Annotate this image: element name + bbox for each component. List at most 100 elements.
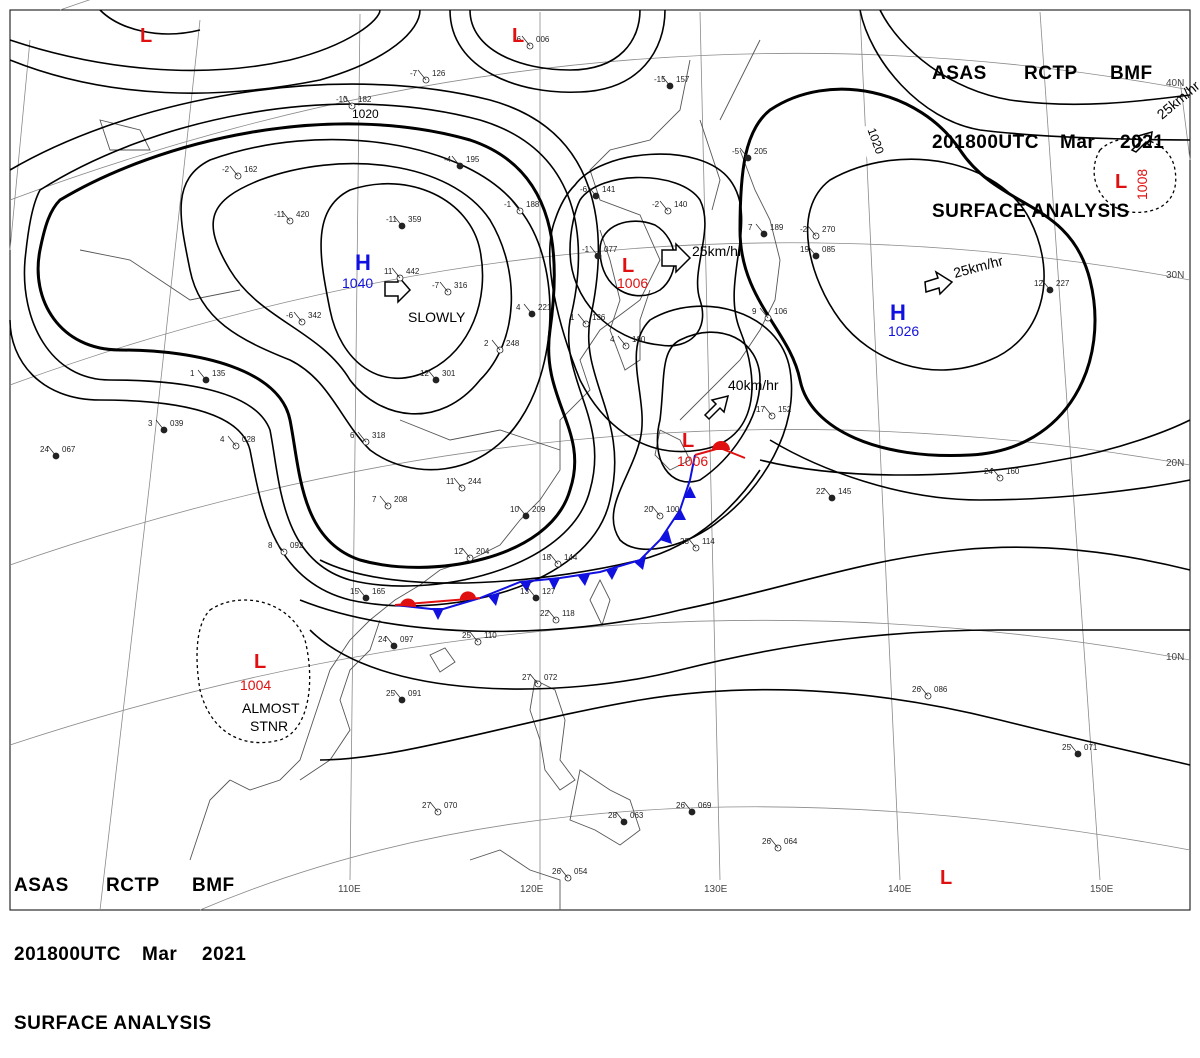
- station-temp: 4: [610, 335, 615, 344]
- footer-line-3: SURFACE ANALYSIS: [14, 1012, 246, 1035]
- station-temp: -6: [514, 35, 522, 44]
- coast-kamchatka: [719, 39, 761, 121]
- meridian-100e: [99, 19, 201, 911]
- lon-label-110e: 110E: [338, 884, 361, 895]
- station-st12: -7 316: [432, 281, 468, 296]
- motion-label-stnr: STNR: [250, 718, 288, 734]
- low-value-1008: 1008: [1134, 169, 1150, 200]
- station-pressure: 140: [674, 200, 688, 209]
- station-st07: -6 141: [580, 185, 616, 200]
- station-temp: 4: [220, 435, 225, 444]
- isobars: [9, 9, 1191, 766]
- station-pressure: 118: [562, 609, 575, 618]
- wind-barb: [559, 867, 569, 879]
- header-line-1: ASAS RCTP BMF: [932, 62, 1164, 85]
- cold-front-triangles: [432, 486, 696, 620]
- footer-source-1: ASAS: [14, 875, 69, 896]
- wind-barb: [759, 307, 769, 319]
- station-temp: -4: [444, 155, 452, 164]
- station-temp: -11: [274, 210, 286, 219]
- station-temp: 15: [350, 587, 359, 596]
- station-st45: 20 100: [644, 505, 680, 520]
- header-source-3: BMF: [1110, 63, 1153, 84]
- station-pressure: 110: [484, 631, 497, 640]
- station-st10: -11 359: [386, 215, 422, 230]
- arrow-l1006b: [703, 394, 730, 421]
- meridian-90e: [9, 39, 31, 251]
- wind-barb: [577, 313, 587, 325]
- footer-time: 201800UTC: [14, 944, 121, 965]
- station-temp: 22: [540, 609, 549, 618]
- station-pressure: 067: [62, 445, 76, 454]
- station-plots: -10 182-7 126-6 006-15 157-4 195-1 188-6 141-2 1…: [40, 35, 1098, 882]
- station-pressure: 145: [838, 487, 852, 496]
- lat-label-10n: 10N: [1166, 652, 1184, 663]
- wind-barb: [227, 435, 237, 447]
- wind-barb: [739, 147, 749, 159]
- meridian-160e: [1179, 79, 1191, 161]
- station-temp: 24: [378, 635, 387, 644]
- station-pressure: 442: [406, 267, 420, 276]
- station-pressure: 162: [244, 165, 258, 174]
- station-st46: 3 039: [148, 419, 184, 434]
- station-st25: 25 110: [462, 631, 497, 646]
- coast-river2: [399, 419, 561, 451]
- arrow-h1026: [924, 270, 954, 296]
- wind-barb: [769, 837, 779, 849]
- low-letter-1006-b: L: [682, 430, 694, 452]
- station-pressure: 126: [432, 69, 446, 78]
- station-pressure: 144: [564, 553, 578, 562]
- station-temp: 10: [510, 505, 519, 514]
- high-letter-1026: H: [890, 300, 906, 325]
- warm-front-semicircles: [400, 441, 730, 607]
- wind-barb: [379, 495, 389, 507]
- station-temp: 20: [644, 505, 653, 514]
- lon-label-120e: 120E: [520, 884, 544, 895]
- station-st41: 7 189: [748, 223, 784, 238]
- isobar-top-1: [9, 9, 381, 72]
- station-st39: 12 227: [1034, 279, 1070, 294]
- arrow-l1006: [661, 242, 692, 274]
- station-st48: 4 028: [220, 435, 256, 450]
- station-pressure: 097: [400, 635, 414, 644]
- station-pressure: 195: [466, 155, 480, 164]
- station-temp: 26: [552, 867, 561, 876]
- low-value-1004: 1004: [240, 677, 271, 693]
- parallel-0: [199, 806, 1191, 911]
- station-temp: 1: [190, 369, 195, 378]
- wind-barb: [229, 165, 239, 177]
- station-pressure: 091: [408, 689, 422, 698]
- station-st54: 15 165: [350, 587, 386, 602]
- header-line-2: 201800UTC Mar 2021: [932, 131, 1164, 154]
- meridian-110e: [349, 13, 361, 881]
- station-pressure: 077: [604, 245, 618, 254]
- low-letter-1008: L: [1115, 171, 1127, 193]
- station-pressure: 006: [536, 35, 550, 44]
- station-temp: 7: [748, 223, 753, 232]
- coast-kyushu: [654, 429, 691, 471]
- station-temp: 23: [680, 537, 689, 546]
- isobar-top-4: [449, 9, 666, 94]
- station-pressure: 071: [1084, 743, 1098, 752]
- grid-labels: 110E 120E 130E 140E 150E 40N 30N 20N 10N: [338, 78, 1184, 895]
- wind-barb: [393, 689, 403, 701]
- isobar-top-2: [9, 9, 421, 94]
- station-temp: 22: [816, 487, 825, 496]
- station-temp: -7: [432, 281, 440, 290]
- station-pressure: 127: [542, 587, 556, 596]
- coast-borneo: [469, 849, 561, 910]
- station-pressure: 135: [212, 369, 226, 378]
- station-pressure: 136: [592, 313, 606, 322]
- station-pressure: 064: [784, 837, 798, 846]
- header-year: 2021: [1120, 132, 1165, 153]
- header-line-3: SURFACE ANALYSIS: [932, 200, 1164, 223]
- station-pressure: 086: [934, 685, 948, 694]
- wind-barb: [469, 631, 479, 643]
- station-st37: 22 145: [816, 487, 852, 502]
- station-st16: 2 248: [484, 339, 520, 354]
- coast-indochina: [189, 779, 231, 861]
- isobar-l1006b-inner: [656, 331, 761, 483]
- station-temp: -5: [732, 147, 740, 156]
- station-st26: 24 097: [378, 635, 414, 650]
- low-letter-n: L: [512, 25, 524, 47]
